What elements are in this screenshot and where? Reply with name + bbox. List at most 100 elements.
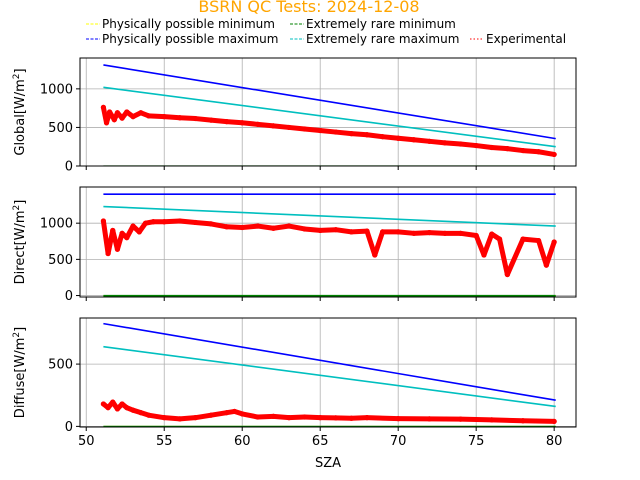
chart-title: BSRN QC Tests: 2024-12-08	[198, 0, 419, 16]
experimental-segment	[380, 134, 401, 141]
experimental-segment	[458, 230, 479, 238]
experimental-segment	[286, 414, 308, 421]
experimental-segment	[364, 228, 378, 258]
series-experimental	[100, 218, 557, 278]
experimental-segment	[333, 129, 354, 137]
legend-entry: Extremely rare minimum	[290, 17, 456, 31]
experimental-segment	[208, 410, 230, 418]
experimental-segment	[270, 123, 292, 130]
x-tick-label: 75	[468, 434, 485, 449]
legend-label: Extremely rare maximum	[306, 32, 459, 46]
experimental-segment	[333, 227, 354, 235]
experimental-segment	[177, 115, 198, 122]
experimental-segment	[302, 414, 323, 421]
series-line-extremely-rare-maximum	[103, 86, 556, 148]
experimental-segment	[426, 138, 448, 146]
experimental-segment	[270, 223, 292, 231]
legend-entry: Extremely rare maximum	[290, 32, 459, 46]
y-axis-label: Global[W/m2]	[12, 68, 28, 155]
axes-frame	[79, 57, 577, 167]
y-tick-label: 500	[48, 253, 73, 268]
experimental-segment	[224, 119, 245, 126]
experimental-segment	[520, 418, 557, 424]
experimental-segment	[286, 124, 308, 132]
legend-label: Physically possible maximum	[102, 32, 278, 46]
experimental-segment	[161, 218, 183, 225]
experimental-segment	[208, 117, 230, 125]
experimental-segment	[255, 413, 276, 420]
x-tick-label: 70	[390, 434, 407, 449]
experimental-segment	[270, 413, 292, 421]
axes-frame	[79, 186, 577, 298]
x-axis-label: SZA	[315, 456, 341, 471]
experimental-segment	[177, 415, 198, 422]
experimental-segment	[348, 415, 370, 421]
experimental-segment	[395, 229, 417, 236]
x-tick-label: 55	[156, 434, 173, 449]
experimental-segment	[255, 121, 276, 129]
legend-entry: Physically possible minimum	[86, 17, 275, 31]
experimental-segment	[348, 228, 370, 235]
experimental-segment	[481, 231, 495, 258]
experimental-segment	[458, 141, 479, 149]
x-tick-label: 80	[546, 434, 563, 449]
x-tick-label: 60	[234, 434, 251, 449]
y-tick-label: 1000	[40, 217, 73, 232]
experimental-segment	[286, 223, 308, 232]
plot-area	[100, 322, 557, 427]
experimental-segment	[146, 113, 167, 120]
experimental-segment	[239, 411, 261, 420]
y-axis-label: Diffuse[W/m2]	[12, 327, 28, 418]
experimental-segment	[536, 238, 549, 268]
experimental-segment	[161, 114, 183, 121]
experimental-segment	[364, 415, 401, 422]
series-experimental	[100, 104, 557, 158]
panel-direct: 0 500 1000 Direct[W/m2]	[12, 186, 577, 304]
experimental-segment	[224, 224, 245, 231]
plot-area	[100, 64, 557, 166]
y-tick-label: 500	[48, 121, 73, 136]
experimental-segment	[192, 412, 214, 421]
experimental-segment	[208, 221, 230, 230]
experimental-segment	[348, 131, 370, 138]
experimental-segment	[426, 230, 448, 236]
experimental-segment	[504, 236, 526, 278]
experimental-segment	[146, 412, 167, 421]
y-tick-label: 1000	[40, 82, 73, 97]
experimental-segment	[458, 416, 495, 423]
series-line-extremely-rare-maximum	[103, 205, 556, 227]
legend-label: Physically possible minimum	[102, 17, 275, 31]
experimental-segment	[543, 239, 557, 268]
legend-label: Experimental	[486, 32, 566, 46]
legend-entry: Physically possible maximum	[86, 32, 278, 46]
y-tick-label: 0	[65, 160, 73, 175]
x-tick-label: 50	[78, 434, 95, 449]
experimental-segment	[255, 223, 276, 231]
experimental-segment	[442, 140, 464, 147]
experimental-segment	[317, 227, 339, 233]
panel-global: 0 500 1000 Global[W/m2]	[12, 57, 577, 175]
y-tick-label: 0	[65, 420, 73, 435]
y-tick-label: 0	[65, 289, 73, 304]
experimental-segment	[504, 146, 526, 154]
experimental-segment	[239, 223, 261, 231]
experimental-segment	[372, 229, 386, 258]
experimental-segment	[395, 135, 417, 143]
series-line-extremely-rare-maximum	[103, 345, 556, 408]
series-line-physically-possible-maximum	[103, 322, 556, 402]
experimental-segment	[489, 417, 526, 424]
experimental-segment	[473, 143, 495, 150]
legend: Physically possible minimum Extremely rar…	[86, 17, 566, 46]
plot-area	[100, 193, 557, 297]
x-tick-label: 65	[312, 434, 329, 449]
experimental-segment	[489, 144, 510, 152]
panels: 05001000Global[W/m2]05001000Direct[W/m2]…	[12, 57, 577, 449]
experimental-segment	[317, 128, 339, 135]
legend-entry: Experimental	[470, 32, 566, 46]
experimental-segment	[177, 218, 198, 225]
panel-diffuse: 0 500 50 55 60 65 70 75 80 Diffuse[W/m2]	[12, 317, 577, 449]
experimental-segment	[536, 149, 557, 157]
experimental-segment	[497, 236, 510, 278]
y-axis-label: Direct[W/m2]	[12, 200, 28, 285]
